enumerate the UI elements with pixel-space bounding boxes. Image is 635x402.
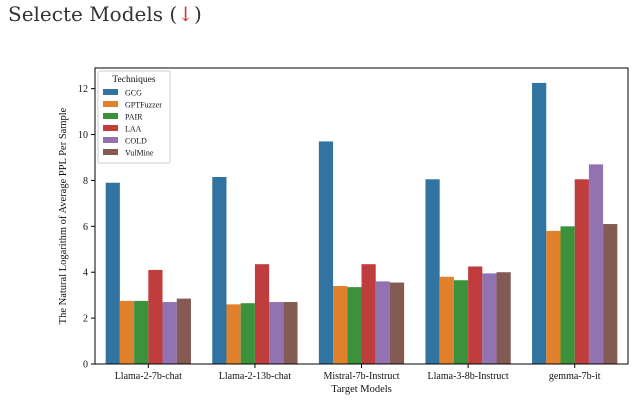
bars-layer xyxy=(105,82,618,364)
bar-laa-1 xyxy=(254,264,270,364)
legend-swatch-gcg xyxy=(103,89,118,95)
y-tick-label: 4 xyxy=(83,268,88,279)
legend-label-gptfuzzer: GPTFuzzer xyxy=(125,101,162,110)
bar-cold-3 xyxy=(482,273,497,364)
heading-close: ) xyxy=(193,2,202,26)
legend-swatch-vulmine xyxy=(103,149,118,155)
bar-gcg-4 xyxy=(532,82,547,364)
y-tick-label: 8 xyxy=(83,176,88,187)
bar-cold-1 xyxy=(269,302,284,364)
x-tick-label: Llama-2-13b-chat xyxy=(219,371,291,382)
x-tick-label: Llama-2-7b-chat xyxy=(115,371,182,382)
bar-laa-0 xyxy=(148,269,163,364)
bar-gptfuzzer-3 xyxy=(439,276,454,364)
legend-swatch-pair xyxy=(103,113,118,119)
bar-vulmine-4 xyxy=(603,224,618,364)
legend-swatch-cold xyxy=(103,137,118,143)
down-arrow-icon: ↓ xyxy=(177,2,194,26)
x-tick-label: Llama-3-8b-Instruct xyxy=(428,371,509,382)
legend-label-gcg: GCG xyxy=(125,89,142,98)
page-heading: Selecte Models (↓) xyxy=(8,2,202,26)
bar-vulmine-2 xyxy=(389,282,405,364)
bar-cold-4 xyxy=(588,164,604,364)
y-tick-label: 12 xyxy=(78,84,88,95)
bar-gcg-1 xyxy=(212,176,227,364)
legend: Techniques GCG GPTFuzzer PAIR LAA COLD VulMine xyxy=(97,70,171,164)
legend-title: Techniques xyxy=(112,75,155,85)
y-axis-label: The Natural Logarithm of Average PPL Per… xyxy=(58,107,69,324)
bar-vulmine-1 xyxy=(283,302,298,364)
legend-label-cold: COLD xyxy=(125,137,147,146)
bar-gptfuzzer-1 xyxy=(226,304,241,364)
bar-gptfuzzer-4 xyxy=(546,230,561,364)
heading-text: Selecte Models ( xyxy=(8,2,178,26)
legend-label-pair: PAIR xyxy=(125,113,143,122)
x-tick-label: gemma-7b-it xyxy=(549,371,601,382)
legend-label-vulmine: VulMine xyxy=(125,149,154,158)
bar-cold-0 xyxy=(162,302,177,364)
bar-vulmine-0 xyxy=(176,298,191,364)
bar-vulmine-3 xyxy=(496,272,511,364)
bar-gptfuzzer-0 xyxy=(119,300,135,364)
y-tick-label: 2 xyxy=(83,314,88,325)
bar-cold-2 xyxy=(375,281,390,364)
y-tick-label: 0 xyxy=(83,360,88,371)
y-tick-label: 10 xyxy=(78,130,88,141)
bar-laa-4 xyxy=(574,179,589,364)
bar-pair-1 xyxy=(240,303,255,364)
bar-laa-3 xyxy=(468,266,483,364)
legend-swatch-laa xyxy=(103,125,118,131)
bar-pair-3 xyxy=(453,280,469,364)
bar-gcg-3 xyxy=(425,179,440,364)
bar-pair-2 xyxy=(347,287,362,364)
y-tick-label: 6 xyxy=(83,222,88,233)
legend-label-laa: LAA xyxy=(125,125,142,134)
x-axis-label: Target Models xyxy=(331,384,392,395)
bar-gptfuzzer-2 xyxy=(333,285,348,364)
y-axis: 0 2 4 6 8 10 12 xyxy=(78,84,95,371)
legend-swatch-gptfuzzer xyxy=(103,101,118,107)
bar-pair-0 xyxy=(134,300,149,364)
bar-gcg-0 xyxy=(105,182,120,364)
bar-laa-2 xyxy=(361,264,376,364)
bar-pair-4 xyxy=(560,226,575,364)
x-tick-label: Mistral-7b-Instruct xyxy=(323,371,399,382)
x-axis: Llama-2-7b-chat Llama-2-13b-chat Mistral-7… xyxy=(115,364,601,382)
bar-gcg-2 xyxy=(318,141,334,364)
